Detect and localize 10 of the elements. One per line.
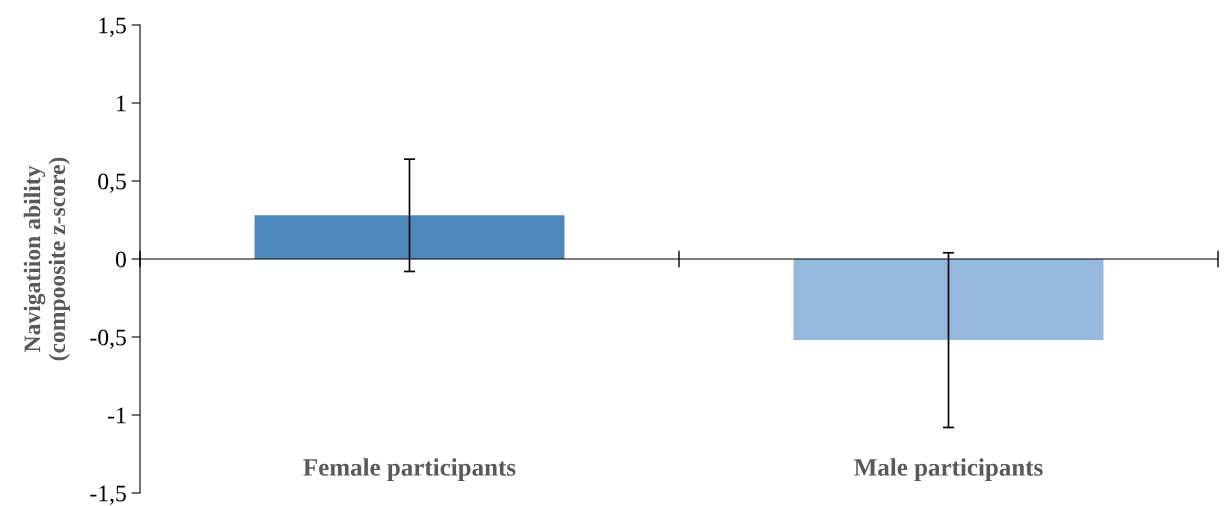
y-tick-label: 0,5: [98, 173, 126, 193]
y-tick-label: 0: [115, 251, 126, 268]
x-tick-label: Female participants: [303, 458, 516, 481]
y-axis-title: Navigatiion ability (compoosite z-score): [23, 157, 70, 361]
y-tick-label: -0,5: [90, 329, 126, 349]
y-tick-label: 1: [117, 95, 126, 112]
y-tick-label: -1: [108, 407, 126, 424]
x-tick-label: Male participants: [854, 458, 1043, 481]
y-tick-label: -1,5: [90, 485, 126, 505]
y-tick-label: 1,5: [99, 17, 126, 37]
